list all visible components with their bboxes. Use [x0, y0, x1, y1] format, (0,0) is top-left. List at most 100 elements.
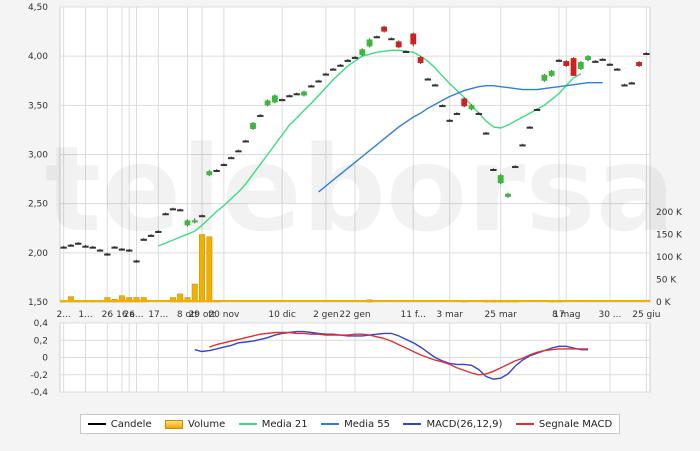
volume-tick-label: 50 K: [656, 276, 677, 286]
candle-body: [111, 246, 118, 249]
candle-body: [388, 38, 395, 41]
y-tick-label: 3,00: [28, 151, 48, 161]
candle-body: [570, 58, 577, 76]
candle-body: [555, 59, 563, 62]
legend-macd[interactable]: MACD(26,12,9): [403, 419, 502, 430]
y-tick-label: 1,50: [28, 298, 48, 308]
candle-body: [315, 80, 322, 83]
axes-labels: 4,50 4,00 3,50 3,00 2,50 2,00 1,50 200 K 150 K 10…: [28, 3, 683, 398]
candle-body: [191, 220, 198, 223]
candle-body: [89, 246, 96, 249]
x-tick-label: 11 f...: [401, 310, 426, 320]
x-tick-label: 2 gen: [313, 310, 339, 320]
volume-tick-label: 0 K: [656, 298, 672, 308]
x-tick-label: 17: [553, 310, 564, 320]
y-tick-label: 4,00: [28, 52, 48, 62]
legend-macd-label: MACD(26,12,9): [426, 418, 503, 430]
volume-swatch: [165, 419, 184, 429]
candle-body: [118, 248, 126, 251]
macd-tick-label: -0,2: [30, 371, 48, 381]
candle-body: [621, 84, 628, 87]
x-tick-label: 2...: [56, 310, 70, 320]
volume-bar: [199, 234, 206, 303]
candle-body: [431, 84, 439, 87]
candle-body: [96, 249, 104, 252]
candle-body: [424, 78, 432, 81]
y-tick-label: 3,50: [28, 101, 48, 111]
x-tick-label: 16: [116, 310, 128, 320]
candle-body: [322, 73, 330, 76]
candle-body: [140, 238, 147, 241]
macd-line: [194, 330, 589, 380]
candle-body: [75, 242, 82, 245]
candle-body: [395, 41, 402, 48]
candle-body: [366, 39, 373, 47]
candle-body: [606, 63, 614, 66]
legend-volume[interactable]: Volume: [165, 419, 225, 430]
candle-body: [206, 171, 213, 176]
signal-line: [209, 331, 589, 376]
candle-body: [235, 150, 242, 153]
y-tick-label: 2,00: [28, 249, 48, 259]
candle-body: [301, 91, 307, 96]
candle-body: [497, 175, 504, 184]
legend-media55[interactable]: Media 55: [321, 419, 390, 430]
candle-body: [286, 95, 293, 98]
candle-body: [126, 249, 133, 252]
candle-body: [264, 100, 271, 106]
candle-body: [257, 114, 264, 117]
candle-body: [147, 234, 155, 237]
y-tick-label: 4,50: [28, 3, 48, 13]
candle-body: [446, 119, 453, 122]
candle-body: [548, 70, 555, 76]
candle-body: [643, 52, 650, 55]
candle-body: [155, 230, 162, 233]
candle-body: [308, 85, 315, 88]
x-tick-label: 29 ott: [189, 310, 216, 320]
candle-body: [475, 112, 482, 115]
candle-body: [512, 166, 519, 169]
x-tick-label: 8 mag: [552, 310, 581, 320]
candles-swatch: [87, 423, 106, 425]
macd-swatch: [403, 423, 422, 425]
candle-body: [402, 51, 410, 53]
media55-swatch: [321, 423, 340, 425]
candle-body: [490, 169, 497, 171]
candle-body: [198, 215, 206, 218]
legend-volume-label: Volume: [188, 418, 226, 430]
volume-bar: [191, 283, 198, 303]
candle-body: [133, 260, 140, 263]
legend-signal[interactable]: Segnale MACD: [515, 418, 613, 430]
candle-body: [526, 126, 533, 129]
legend-media21-label: Media 21: [261, 418, 308, 430]
legend-candles[interactable]: Candele: [87, 418, 152, 430]
legend-candles-label: Candele: [110, 418, 152, 430]
candle-body: [461, 98, 468, 107]
candle-body: [271, 95, 278, 103]
candle-body: [468, 105, 475, 110]
candle-body: [213, 169, 220, 172]
candle-body: [67, 244, 75, 247]
candle-body: [439, 105, 446, 108]
macd-tick-label: -0,4: [30, 388, 48, 398]
x-tick-label: 26: [123, 310, 135, 320]
legend-signal-label: Segnale MACD: [538, 418, 613, 430]
candle-body: [541, 74, 548, 81]
y-tick-label: 2,50: [28, 200, 48, 210]
x-tick-label: 22 gen: [339, 310, 370, 320]
candle-body: [482, 132, 490, 135]
candle-body: [82, 245, 89, 248]
candle-body: [177, 209, 184, 212]
candle-body: [614, 68, 621, 71]
macd-tick-label: 0,2: [34, 336, 48, 346]
candle-body: [351, 56, 359, 59]
macd-tick-label: 0,4: [34, 319, 49, 329]
legend-media21[interactable]: Media 21: [238, 418, 308, 430]
candle-body: [329, 68, 337, 71]
candle-body: [359, 49, 366, 56]
candle-body: [381, 26, 388, 32]
candle-body: [250, 123, 256, 129]
candle-body: [585, 56, 591, 61]
candle-body: [417, 57, 424, 64]
x-tick-label: 3 mar: [436, 310, 463, 320]
